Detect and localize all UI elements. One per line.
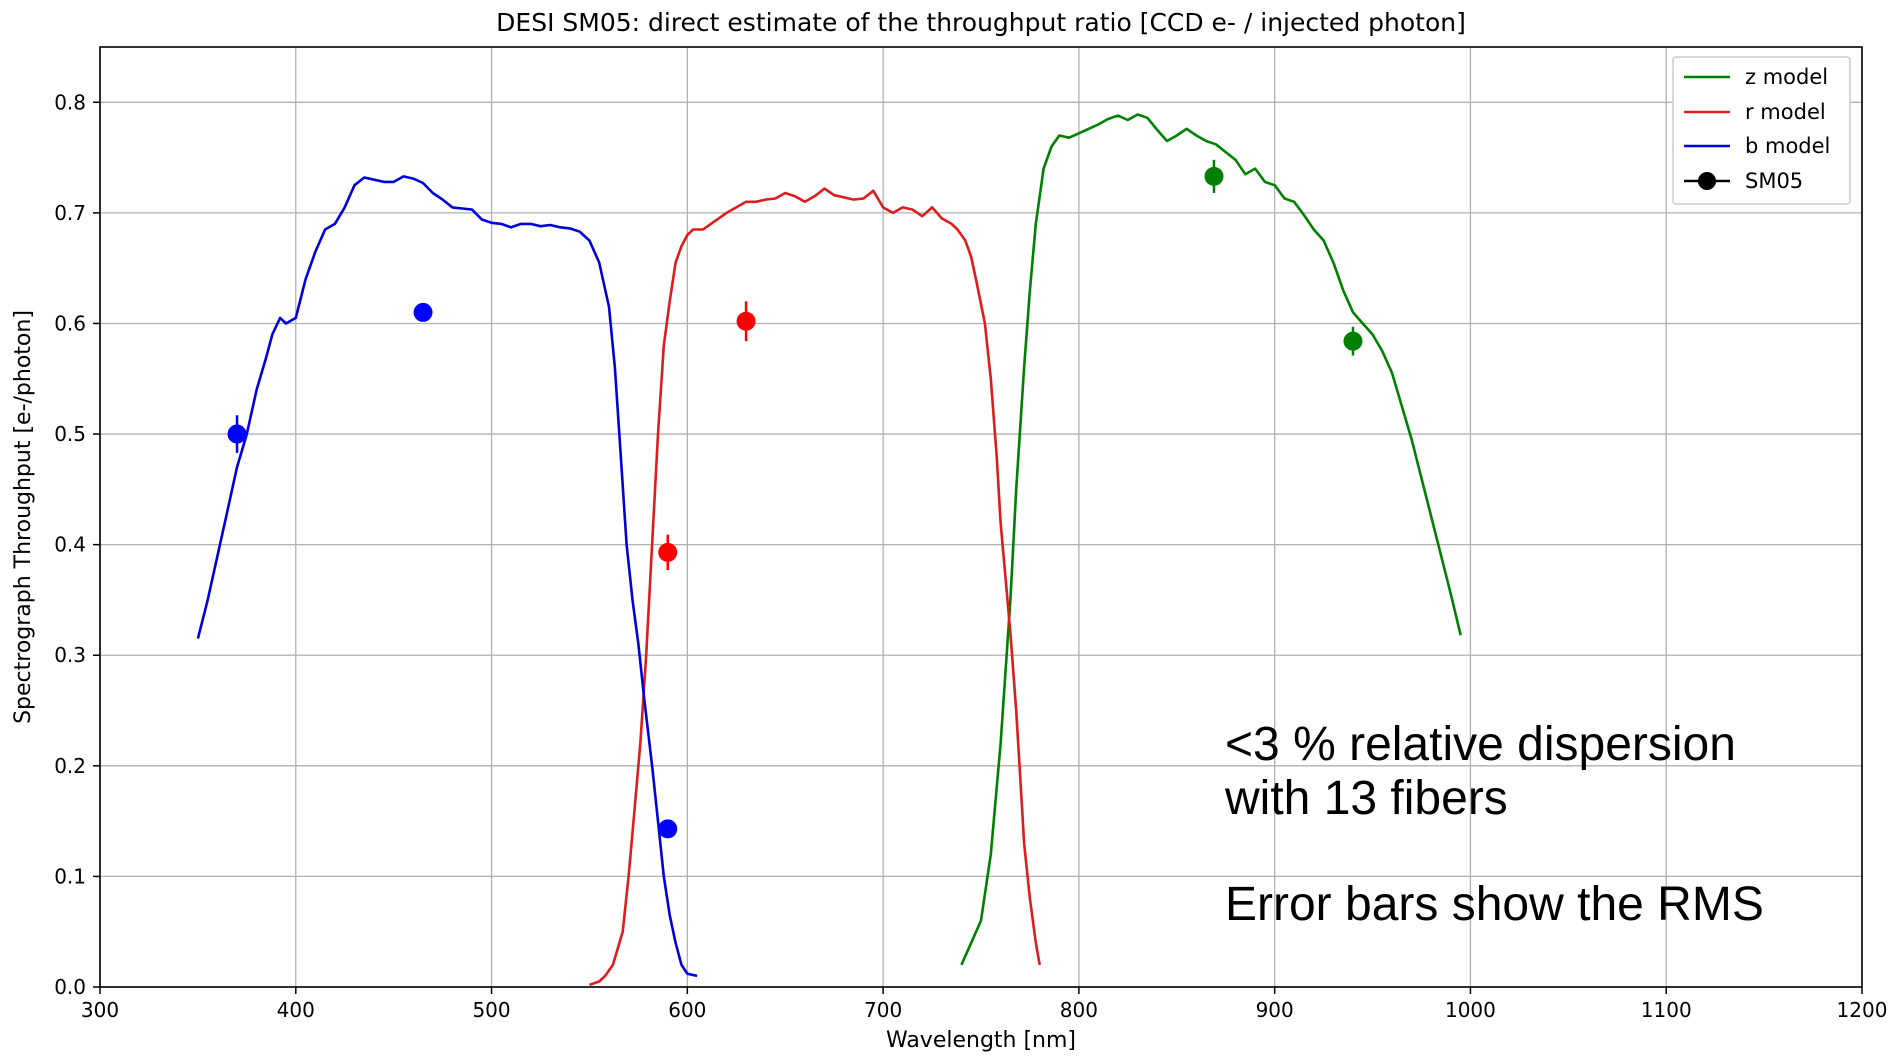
y-tick-label-0: 0.0 bbox=[54, 975, 86, 999]
sm05-point-4 bbox=[736, 311, 756, 331]
legend-label-sm05: SM05 bbox=[1745, 169, 1803, 193]
legend-label-z: z model bbox=[1745, 65, 1828, 89]
sm05-point-0 bbox=[227, 424, 247, 444]
legend-label-r: r model bbox=[1745, 100, 1826, 124]
x-tick-label-9: 1200 bbox=[1837, 998, 1888, 1022]
sm05-points bbox=[227, 159, 1363, 839]
x-tick-label-7: 1000 bbox=[1445, 998, 1496, 1022]
axis-ticks: 300 400 500 600 700 800 900 1000 1100 1200 0.0 0.1 0… bbox=[54, 90, 1887, 1022]
sm05-point-1 bbox=[413, 302, 433, 322]
x-axis-label: Wavelength [nm] bbox=[886, 1028, 1076, 1053]
series-line-z-model bbox=[960, 113, 1462, 966]
x-tick-label-3: 600 bbox=[668, 998, 706, 1022]
y-tick-label-5: 0.5 bbox=[54, 422, 86, 446]
x-tick-label-8: 1100 bbox=[1641, 998, 1692, 1022]
series-line-b-model bbox=[196, 175, 698, 978]
annotation-fibers: with 13 fibers bbox=[1224, 772, 1508, 825]
sm05-point-6 bbox=[1343, 331, 1363, 351]
x-tick-label-2: 500 bbox=[472, 998, 510, 1022]
y-tick-label-6: 0.6 bbox=[54, 311, 86, 335]
y-tick-label-7: 0.7 bbox=[54, 201, 86, 225]
x-tick-label-6: 900 bbox=[1256, 998, 1294, 1022]
sm05-point-5 bbox=[1204, 166, 1224, 186]
x-tick-label-1: 400 bbox=[277, 998, 315, 1022]
series-layer bbox=[196, 113, 1462, 987]
legend-marker-sm05 bbox=[1698, 172, 1716, 190]
plot-background bbox=[100, 47, 1862, 987]
sm05-point-2 bbox=[658, 819, 678, 839]
y-tick-label-4: 0.4 bbox=[54, 533, 86, 557]
chart-title: DESI SM05: direct estimate of the throug… bbox=[496, 8, 1466, 37]
legend-label-b: b model bbox=[1745, 134, 1830, 158]
y-tick-label-1: 0.1 bbox=[54, 864, 86, 888]
y-tick-label-2: 0.2 bbox=[54, 754, 86, 778]
annotation-error-bars: Error bars show the RMS bbox=[1225, 878, 1764, 931]
y-tick-label-8: 0.8 bbox=[54, 90, 86, 114]
y-tick-label-3: 0.3 bbox=[54, 643, 86, 667]
y-axis-label: Spectrograph Throughput [e-/photon] bbox=[11, 310, 36, 724]
sm05-point-3 bbox=[658, 542, 678, 562]
x-tick-label-0: 300 bbox=[81, 998, 119, 1022]
x-tick-label-5: 800 bbox=[1060, 998, 1098, 1022]
plot-frame bbox=[99, 46, 1863, 988]
legend: z model r model b model SM05 bbox=[1672, 56, 1851, 205]
annotation-dispersion: <3 % relative dispersion bbox=[1225, 718, 1736, 771]
legend-frame bbox=[1672, 56, 1851, 205]
x-tick-label-4: 700 bbox=[864, 998, 902, 1022]
series-line-r-model bbox=[588, 187, 1041, 987]
